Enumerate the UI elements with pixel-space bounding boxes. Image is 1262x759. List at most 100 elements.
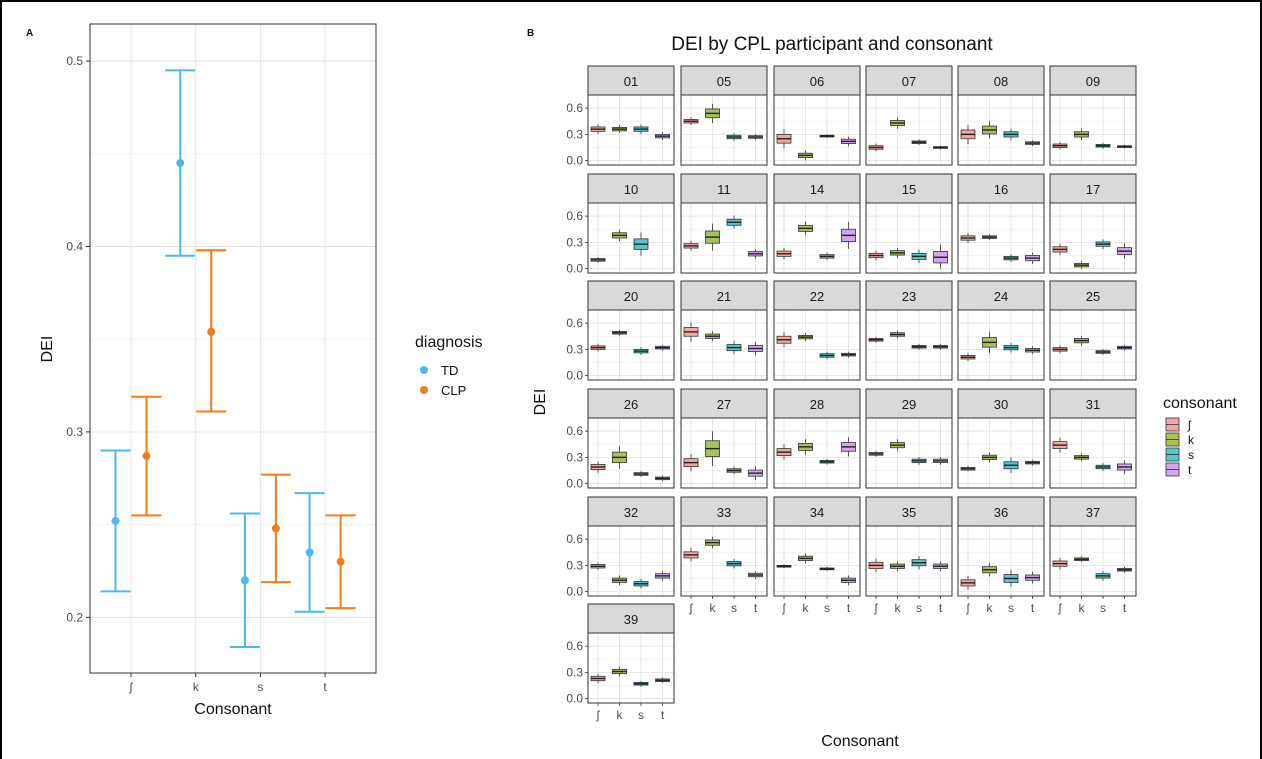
facet-border <box>587 94 675 166</box>
facet-strip-label: 14 <box>810 182 824 197</box>
facet-strip-label: 08 <box>994 74 1008 89</box>
facet-x-tick-label: k <box>803 601 810 615</box>
facet-panel <box>774 310 860 380</box>
facet-strip-label: 22 <box>810 289 824 304</box>
facet-33: 33 ʃ k s t <box>680 496 768 615</box>
facet-strip-label: 39 <box>624 612 638 627</box>
panel-a-background <box>90 24 376 673</box>
facet-strip-label: 28 <box>810 397 824 412</box>
facet-border <box>680 202 768 274</box>
facet-x-tick-label: t <box>754 601 758 615</box>
facet-y-tick-label: 0.0 <box>566 692 583 706</box>
facet-strip-label: 31 <box>1086 397 1100 412</box>
facet-27: 27 <box>680 388 768 489</box>
facet-panel <box>681 203 767 273</box>
facet-strip <box>865 388 953 419</box>
panel-a-y-tick-label: 0.2 <box>66 610 83 624</box>
facet-x-tick-label: t <box>847 601 851 615</box>
facet-36: 36 ʃ k s t <box>957 496 1045 615</box>
facet-29: 29 <box>865 388 953 489</box>
facet-strip <box>680 173 768 204</box>
facet-strip-label: 27 <box>717 397 731 412</box>
facet-08: 08 <box>957 65 1045 166</box>
panel-a: A 0.2 0.3 0.4 0.5 ʃ k s t Consonant DEI diagnosis TD… <box>26 23 483 718</box>
facet-x-tick-label: s <box>731 601 737 615</box>
facet-x-tick-label: k <box>895 601 902 615</box>
facet-panel <box>588 526 674 596</box>
facet-border <box>680 94 768 166</box>
facet-strip <box>1049 496 1137 527</box>
facet-panel <box>958 310 1044 380</box>
facet-border <box>773 309 861 381</box>
facet-y-tick-label: 0.0 <box>566 154 583 168</box>
facet-y-tick-label: 0.0 <box>566 585 583 599</box>
mean-point <box>176 159 185 168</box>
facet-y-tick-label: 0.3 <box>566 235 583 249</box>
panel-a-legend-title: diagnosis <box>415 334 483 351</box>
facet-35: 35 ʃ k s t <box>865 496 953 615</box>
facet-strip <box>1049 388 1137 419</box>
facet-x-tick-label: t <box>1123 601 1127 615</box>
facet-strip <box>773 496 861 527</box>
facet-border <box>587 525 675 597</box>
facet-border <box>680 309 768 381</box>
facet-05: 05 <box>680 65 768 166</box>
facet-border <box>865 94 953 166</box>
facet-10: 10 0.6 0.3 0.0 <box>566 173 675 276</box>
panel-b-x-axis-title: Consonant <box>821 733 899 750</box>
facet-strip-label: 26 <box>624 397 638 412</box>
facet-strip <box>680 65 768 96</box>
facet-border <box>587 632 675 704</box>
facet-strip-label: 33 <box>717 505 731 520</box>
facet-strip-label: 29 <box>902 397 916 412</box>
panel-a-x-tick-label: ʃ <box>129 680 134 694</box>
facet-x-tick-label: k <box>1079 601 1086 615</box>
facet-border <box>680 525 768 597</box>
facet-strip-label: 07 <box>902 74 916 89</box>
mean-point <box>336 557 345 566</box>
facet-strip-label: 36 <box>994 505 1008 520</box>
facet-strip-label: 35 <box>902 505 916 520</box>
panel-a-label: A <box>26 28 33 39</box>
facet-y-tick-label: 0.6 <box>566 424 583 438</box>
facet-panel <box>681 310 767 380</box>
mean-point <box>111 516 120 525</box>
facet-strip-label: 34 <box>810 505 824 520</box>
facet-strip-label: 01 <box>624 74 638 89</box>
panel-a-x-tick-label: t <box>323 680 327 694</box>
facet-border <box>957 309 1045 381</box>
facet-strip-label: 16 <box>994 182 1008 197</box>
facet-34: 34 ʃ k s t <box>773 496 861 615</box>
facet-strip-label: 37 <box>1086 505 1100 520</box>
facet-panel <box>774 95 860 165</box>
facet-border <box>957 94 1045 166</box>
facet-15: 15 <box>865 173 953 274</box>
facet-20: 20 0.6 0.3 0.0 <box>566 280 675 383</box>
facet-x-tick-label: k <box>710 601 717 615</box>
facet-panel <box>588 203 674 273</box>
facet-30: 30 <box>957 388 1045 489</box>
facet-y-tick-label: 0.6 <box>566 316 583 330</box>
facet-strip-label: 23 <box>902 289 916 304</box>
facet-14: 14 <box>773 173 861 274</box>
mean-point <box>271 524 280 533</box>
facet-y-tick-label: 0.3 <box>566 450 583 464</box>
facet-strip <box>957 173 1045 204</box>
facet-strip <box>587 65 675 96</box>
facet-strip <box>1049 173 1137 204</box>
facet-strip <box>680 496 768 527</box>
facet-border <box>865 309 953 381</box>
facet-border <box>587 202 675 274</box>
legend-key-TD <box>420 366 428 374</box>
panel-b-title: DEI by CPL participant and consonant <box>671 34 993 55</box>
facet-strip <box>773 280 861 311</box>
facet-strip <box>865 496 953 527</box>
facet-strip <box>587 603 675 634</box>
facet-panel <box>958 418 1044 488</box>
facet-x-tick-label: s <box>1100 601 1106 615</box>
panel-b-label: B <box>527 28 534 39</box>
facet-panel <box>588 633 674 703</box>
facet-x-tick-label: s <box>824 601 830 615</box>
facet-border <box>1049 309 1137 381</box>
